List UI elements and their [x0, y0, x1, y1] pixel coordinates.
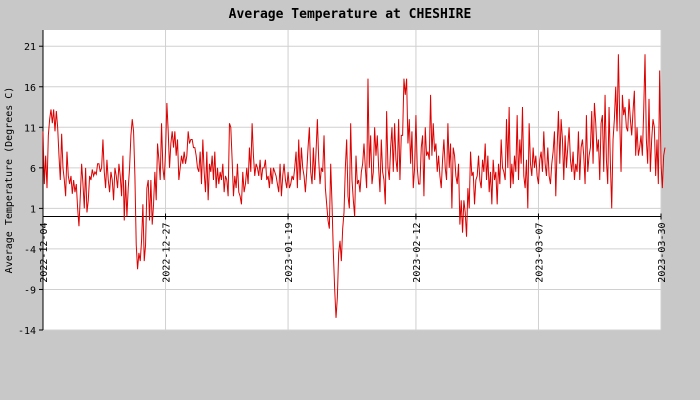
x-tick-label: 2022-12-04 — [39, 222, 50, 282]
y-tick-label: -14 — [18, 326, 36, 337]
y-tick-label: 16 — [24, 83, 36, 94]
x-tick-label: 2023-03-07 — [534, 222, 545, 282]
x-tick-label: 2023-01-19 — [284, 222, 295, 282]
y-tick-label: 21 — [24, 42, 36, 53]
y-tick-label: 1 — [30, 204, 36, 215]
temperature-series-line — [42, 54, 666, 318]
x-tick-label: 2022-12-27 — [162, 222, 173, 282]
y-tick-label: -4 — [24, 245, 36, 256]
x-tick-label: 2023-02-12 — [412, 222, 423, 282]
series-layer — [42, 54, 666, 318]
y-tick-label: 6 — [30, 164, 36, 175]
y-tick-label: 11 — [24, 123, 36, 134]
x-tick-label: 2023-03-30 — [657, 222, 668, 282]
chart-title: Average Temperature at CHESHIRE — [229, 7, 472, 22]
y-axis-title: Average Temperature (Degrees C) — [4, 87, 15, 274]
y-tick-label: -9 — [24, 285, 36, 296]
